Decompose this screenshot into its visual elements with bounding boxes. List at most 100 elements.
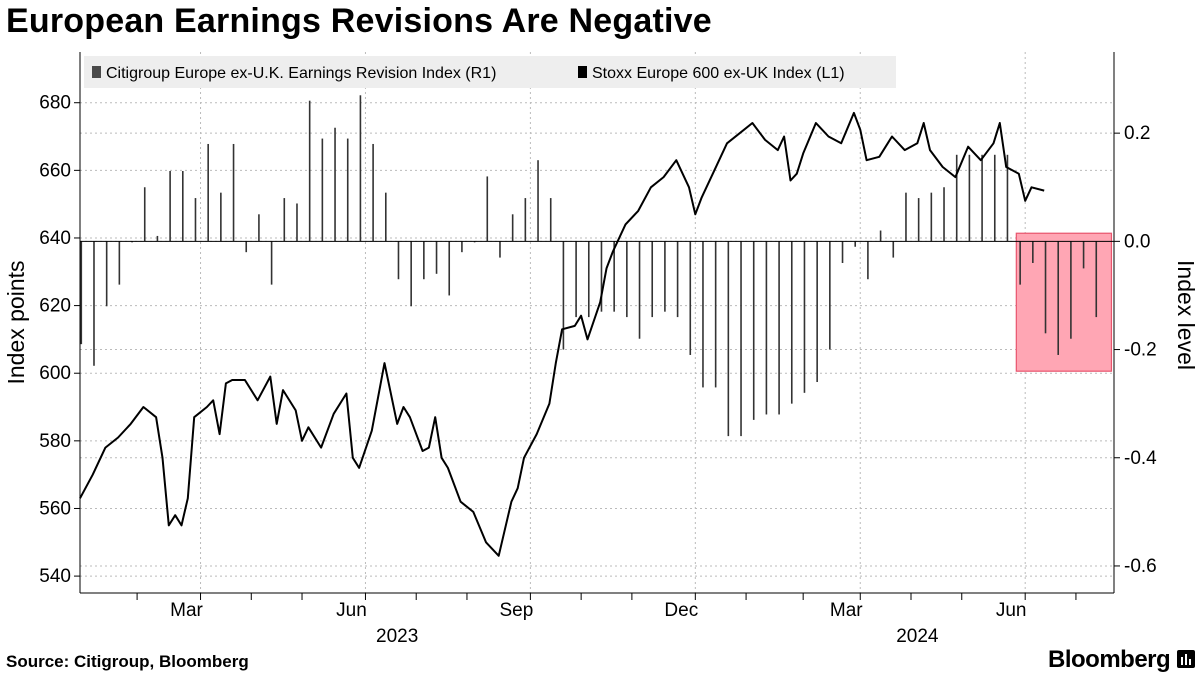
revision-bar xyxy=(752,241,755,420)
revision-bar xyxy=(955,154,958,242)
revision-bar xyxy=(600,241,603,312)
revision-bar xyxy=(917,198,920,242)
revision-bar xyxy=(461,241,463,253)
left-tick-label: 600 xyxy=(39,363,71,384)
revision-bar xyxy=(384,192,387,242)
revision-bar xyxy=(1044,241,1047,334)
revision-bar xyxy=(841,241,844,263)
revision-bar xyxy=(1095,241,1098,318)
left-tick-label: 680 xyxy=(39,93,71,114)
x-tick-label: Jun xyxy=(996,600,1027,621)
revision-bar xyxy=(524,198,527,242)
plot-area xyxy=(80,52,1114,593)
x-year-label: 2023 xyxy=(376,626,418,647)
revision-bar xyxy=(587,241,590,318)
revision-bar xyxy=(676,241,679,318)
bloomberg-chart-icon xyxy=(1177,650,1195,668)
revision-bar xyxy=(664,241,666,312)
left-axis-title: Index points xyxy=(3,260,29,384)
revision-bar xyxy=(943,187,945,242)
revision-bar xyxy=(765,241,768,415)
revision-bar xyxy=(740,241,742,437)
revision-bar xyxy=(105,241,108,307)
revision-bar xyxy=(283,198,286,242)
revision-bar xyxy=(435,241,438,274)
left-tick-label: 580 xyxy=(39,431,71,452)
revision-bar xyxy=(892,241,895,258)
revision-bar xyxy=(220,192,222,242)
revision-bar xyxy=(80,241,83,345)
left-tick-label: 640 xyxy=(39,228,71,249)
revision-bar xyxy=(981,154,983,242)
chart-title: European Earnings Revisions Are Negative xyxy=(6,2,712,40)
revision-bar xyxy=(575,241,577,318)
revision-bar xyxy=(156,235,159,242)
revision-bar xyxy=(486,176,489,242)
revision-bar xyxy=(169,171,171,242)
revision-bar xyxy=(181,171,184,242)
x-year-label: 2024 xyxy=(896,626,939,647)
right-tick-label: -0.6 xyxy=(1124,556,1157,577)
revision-bar xyxy=(1070,241,1072,339)
revision-bar xyxy=(346,138,349,242)
revision-bar xyxy=(1032,241,1034,263)
revision-bar xyxy=(905,192,907,242)
revision-bar xyxy=(803,241,806,393)
revision-bar xyxy=(448,241,451,296)
x-tick-label: Jun xyxy=(336,600,367,621)
revision-bar xyxy=(194,198,197,242)
right-tick-label: -0.4 xyxy=(1124,448,1157,469)
revision-bar xyxy=(207,143,209,242)
left-tick-label: 620 xyxy=(39,296,71,317)
highlight-box xyxy=(1015,232,1113,372)
revision-bar xyxy=(296,203,298,242)
revision-bar xyxy=(334,127,336,242)
x-tick-label: Sep xyxy=(499,600,533,621)
revision-bar xyxy=(270,241,273,285)
revision-bar xyxy=(562,241,565,350)
revision-bar xyxy=(232,143,235,242)
revision-bar xyxy=(816,241,818,383)
revision-bar xyxy=(93,241,95,366)
revision-bar xyxy=(930,192,933,242)
revision-bar xyxy=(829,241,831,350)
left-tick-label: 660 xyxy=(39,160,71,181)
revision-bar xyxy=(651,241,654,318)
revision-bar xyxy=(854,241,857,247)
revision-bar xyxy=(867,241,869,280)
x-tick-label: Mar xyxy=(830,600,863,621)
legend-label: Citigroup Europe ex-U.K. Earnings Revisi… xyxy=(106,65,496,82)
x-tick-label: Mar xyxy=(170,600,203,621)
revision-bar xyxy=(423,241,425,280)
revision-bar xyxy=(308,100,311,242)
revision-bar xyxy=(245,241,248,253)
revision-bar xyxy=(638,241,641,339)
right-tick-label: 0.0 xyxy=(1124,231,1150,252)
revision-bar xyxy=(879,230,882,242)
revision-bar xyxy=(714,241,717,388)
left-tick-label: 560 xyxy=(39,498,71,519)
left-tick-label: 540 xyxy=(39,566,71,587)
revision-bar xyxy=(727,241,730,437)
right-tick-label: 0.2 xyxy=(1124,123,1150,144)
revision-bar xyxy=(410,241,412,307)
revision-bar xyxy=(613,241,615,312)
revision-bar xyxy=(321,138,324,242)
revision-bar xyxy=(118,241,121,285)
bloomberg-logo: Bloomberg xyxy=(1048,646,1171,673)
revision-bar xyxy=(1057,241,1060,355)
revision-bar xyxy=(626,241,628,318)
revision-bar xyxy=(993,154,996,242)
revision-bar xyxy=(778,241,780,415)
revision-bar xyxy=(258,214,260,242)
revision-bar xyxy=(397,241,400,280)
right-tick-label: -0.2 xyxy=(1124,340,1157,361)
revision-bar xyxy=(511,214,514,242)
legend-swatch xyxy=(578,66,587,78)
revision-bar xyxy=(968,154,971,242)
legend-box xyxy=(84,56,896,88)
revision-bar xyxy=(790,241,793,404)
revision-bar xyxy=(549,198,552,242)
revision-bar xyxy=(537,160,539,242)
